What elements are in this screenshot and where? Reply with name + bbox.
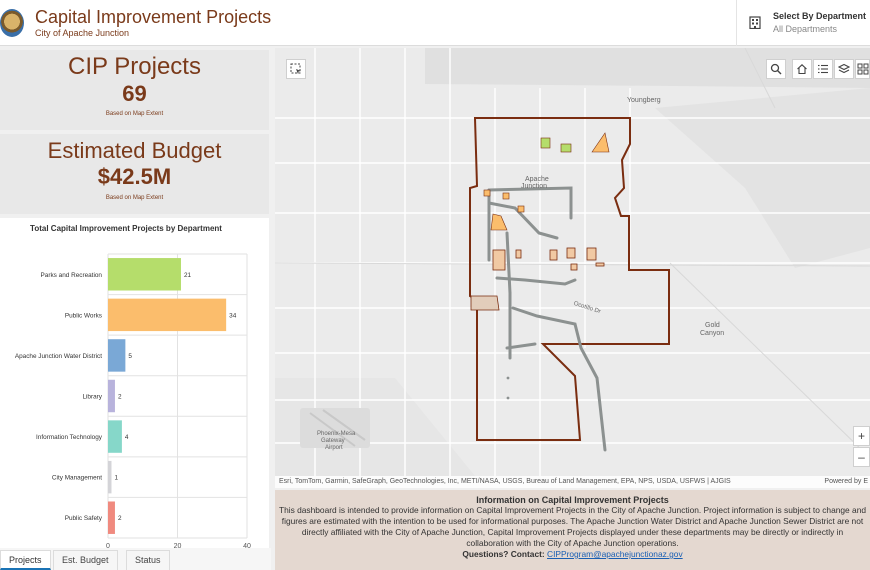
powered-by-link[interactable]: Powered by E xyxy=(824,478,868,485)
estimated-budget-title: Estimated Budget xyxy=(47,138,222,163)
chart-category-label: Information Technology xyxy=(36,434,103,441)
chart-value-label: 2 xyxy=(118,515,122,522)
basemap-button[interactable] xyxy=(855,59,870,79)
zoom-in-button[interactable]: + xyxy=(853,426,870,446)
chart-value-label: 21 xyxy=(184,272,192,279)
map-label-apache-junction-2: Junction xyxy=(521,183,548,190)
chart-title: Total Capital Improvement Projects by De… xyxy=(30,224,222,233)
home-icon xyxy=(797,64,807,75)
chart-tick-label: 20 xyxy=(174,543,182,550)
contact-email-link[interactable]: CIPProgram@apachejunctionaz.gov xyxy=(547,549,683,559)
zoom-out-button[interactable]: – xyxy=(853,447,870,467)
chart-value-label: 34 xyxy=(229,312,237,319)
map-label-youngberg: Youngberg xyxy=(627,97,661,104)
map-label-apache-junction-1: Apache xyxy=(525,176,549,183)
chart-value-label: 1 xyxy=(114,475,118,482)
select-icon xyxy=(290,63,301,74)
city-seal-logo xyxy=(0,9,24,37)
chart-category-label: Library xyxy=(82,394,102,401)
search-icon xyxy=(770,63,782,75)
map-label-gold-canyon-2: Canyon xyxy=(700,330,725,337)
layers-icon xyxy=(838,63,850,74)
cip-projects-value: 69 xyxy=(122,81,147,106)
info-panel: Information on Capital Improvement Proje… xyxy=(275,490,870,570)
app-subtitle: City of Apache Junction xyxy=(35,28,130,38)
chart-bar[interactable] xyxy=(108,298,227,332)
home-button[interactable] xyxy=(792,59,812,79)
tab-est-budget[interactable]: Est. Budget xyxy=(53,550,118,570)
chart-value-label: 2 xyxy=(118,394,122,401)
building-icon xyxy=(749,16,761,29)
cip-projects-note: Based on Map Extent xyxy=(105,111,164,117)
chart-tick-label: 0 xyxy=(106,543,110,550)
chart-bar[interactable] xyxy=(108,420,122,453)
select-tool-button[interactable] xyxy=(286,59,306,79)
map-view[interactable]: Youngberg Apache Junction Gold Canyon Ph… xyxy=(275,48,870,488)
chart-bar[interactable] xyxy=(108,501,115,534)
map-label-airport-1: Phoenix-Mesa xyxy=(317,431,356,437)
estimated-budget-note: Based on Map Extent xyxy=(105,195,164,201)
map-attribution-text: Esri, TomTom, Garmin, SafeGraph, GeoTech… xyxy=(279,478,731,485)
chart-value-label: 5 xyxy=(128,353,132,360)
chart-category-label: City Management xyxy=(52,475,102,482)
map-label-airport-2: Gateway xyxy=(321,438,345,444)
basemap-icon xyxy=(857,63,868,75)
list-icon xyxy=(818,64,828,74)
contact-label: Questions? Contact: xyxy=(462,549,545,559)
chart-value-label: 4 xyxy=(125,434,129,441)
app-title: Capital Improvement Projects xyxy=(35,7,272,27)
info-title: Information on Capital Improvement Proje… xyxy=(476,495,669,505)
map-label-gold-canyon-1: Gold xyxy=(705,322,720,329)
tab-projects[interactable]: Projects xyxy=(0,550,51,570)
chart-category-label: Public Safety xyxy=(65,515,103,522)
department-selector[interactable]: Select By Department All Departments xyxy=(736,0,870,46)
search-button[interactable] xyxy=(766,59,786,79)
chart-category-label: Apache Junction Water District xyxy=(15,353,102,360)
tab-status[interactable]: Status xyxy=(126,550,170,570)
cip-projects-card: CIP Projects 69 Based on Map Extent xyxy=(0,50,269,130)
basemap xyxy=(275,48,870,476)
app-header: Capital Improvement Projects City of Apa… xyxy=(0,0,870,46)
chart-bar[interactable] xyxy=(108,460,112,494)
estimated-budget-value: $42.5M xyxy=(97,164,172,189)
left-panel: CIP Projects 69 Based on Map Extent Esti… xyxy=(0,48,271,570)
tab-bar: Projects Est. Budget Status xyxy=(0,548,271,570)
chart-tick-label: 40 xyxy=(243,543,251,550)
layers-button[interactable] xyxy=(834,59,854,79)
chart-category-label: Public Works xyxy=(65,312,102,319)
map-label-airport-3: Airport xyxy=(325,445,343,451)
chart-bar[interactable] xyxy=(108,379,115,413)
department-selector-value[interactable]: All Departments xyxy=(773,24,838,34)
department-chart-panel: Total Capital Improvement Projects by De… xyxy=(0,218,269,550)
map-attribution: Esri, TomTom, Garmin, SafeGraph, GeoTech… xyxy=(275,476,870,488)
cip-projects-title: CIP Projects xyxy=(68,53,201,80)
info-body: This dashboard is intended to provide in… xyxy=(278,505,867,548)
chart-bar[interactable] xyxy=(108,339,126,372)
legend-button[interactable] xyxy=(813,59,833,79)
department-selector-title: Select By Department xyxy=(773,11,867,21)
chart-bar[interactable] xyxy=(108,258,181,291)
estimated-budget-card: Estimated Budget $42.5M Based on Map Ext… xyxy=(0,134,269,214)
chart-category-label: Parks and Recreation xyxy=(41,272,103,279)
info-contact: Questions? Contact: CIPProgram@apachejun… xyxy=(275,549,870,559)
